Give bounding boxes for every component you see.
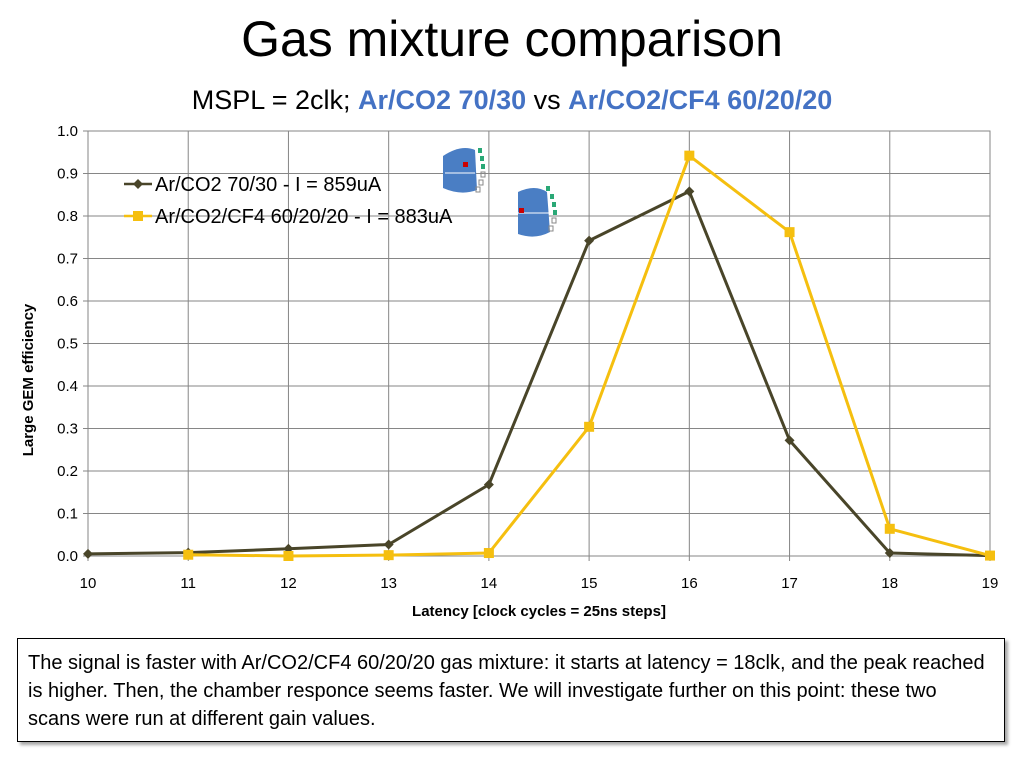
x-tick-label: 18	[881, 575, 898, 592]
series-2-point	[684, 150, 695, 161]
legend-label-series-2: Ar/CO2/CF4 60/20/20 - I = 883uA	[155, 206, 453, 228]
subtitle-series-a: Ar/CO2 70/30	[358, 85, 527, 115]
x-tick-label: 10	[80, 575, 97, 592]
y-tick-label: 0.4	[57, 378, 78, 395]
subtitle-prefix: MSPL = 2clk;	[191, 85, 359, 115]
y-tick-label: 0.6	[57, 293, 78, 310]
y-tick-label: 0.8	[57, 208, 78, 225]
legend-marker-series-1	[133, 179, 143, 189]
series-1-point	[684, 186, 695, 197]
series-1-point	[584, 235, 595, 246]
subtitle-series-b: Ar/CO2/CF4 60/20/20	[568, 85, 833, 115]
subtitle-vs: vs	[526, 85, 569, 115]
series-2-point	[884, 523, 895, 534]
series-2-point	[283, 551, 294, 561]
x-tick-label: 17	[781, 575, 798, 592]
explanation-note: The signal is faster with Ar/CO2/CF4 60/…	[17, 638, 1005, 742]
y-tick-label: 0.9	[57, 166, 78, 183]
series-2-point	[483, 548, 494, 559]
x-tick-label: 16	[681, 575, 698, 592]
chart-subtitle: MSPL = 2clk; Ar/CO2 70/30 vs Ar/CO2/CF4 …	[0, 84, 1024, 116]
series-1-point	[383, 539, 394, 550]
x-tick-label: 19	[982, 575, 999, 592]
series-2-point	[183, 549, 194, 560]
line-chart: 0.0 0.1 0.2 0.3 0.4 0.5 0.6 0.7 0.8 0.9 1.0 10 11 12…	[20, 123, 999, 620]
series-2-point	[383, 550, 394, 561]
series-line-1	[87, 189, 991, 558]
detector-sector-icon	[518, 186, 557, 237]
y-tick-label: 0.7	[57, 251, 78, 268]
x-axis-ticks: 10 11 12 13 14 15 16 17 18 19	[80, 556, 999, 592]
series-2-point	[985, 550, 995, 561]
chart-series	[83, 150, 995, 561]
series-2-point	[784, 227, 795, 238]
series-2-point	[584, 421, 595, 432]
y-tick-label: 0.5	[57, 336, 78, 353]
x-tick-label: 14	[481, 575, 498, 592]
x-tick-label: 13	[380, 575, 397, 592]
chart-grid	[87, 130, 991, 557]
y-axis-ticks: 0.0 0.1 0.2 0.3 0.4 0.5 0.6 0.7 0.8 0.9 1.0	[57, 123, 88, 565]
legend-label-series-1: Ar/CO2 70/30 - I = 859uA	[155, 174, 382, 196]
series-1-point	[884, 548, 895, 559]
series-1-point	[83, 548, 93, 559]
legend-marker-series-2	[133, 211, 143, 221]
y-tick-label: 0.2	[57, 463, 78, 480]
y-tick-label: 0.3	[57, 421, 78, 438]
y-tick-label: 0.1	[57, 506, 78, 523]
detector-sector-icon	[443, 148, 486, 193]
series-1-point	[483, 479, 494, 490]
page-title: Gas mixture comparison	[241, 11, 783, 67]
y-tick-label: 1.0	[57, 123, 78, 140]
series-1-point	[784, 435, 795, 446]
y-tick-label: 0.0	[57, 548, 78, 565]
x-tick-label: 15	[581, 575, 598, 592]
legend: Ar/CO2 70/30 - I = 859uA Ar/CO2/CF4 60/2…	[124, 174, 453, 228]
y-axis-label: Large GEM efficiency	[20, 303, 37, 456]
x-tick-label: 12	[280, 575, 297, 592]
x-axis-label: Latency [clock cycles = 25ns steps]	[412, 603, 666, 620]
x-tick-label: 11	[180, 575, 196, 592]
